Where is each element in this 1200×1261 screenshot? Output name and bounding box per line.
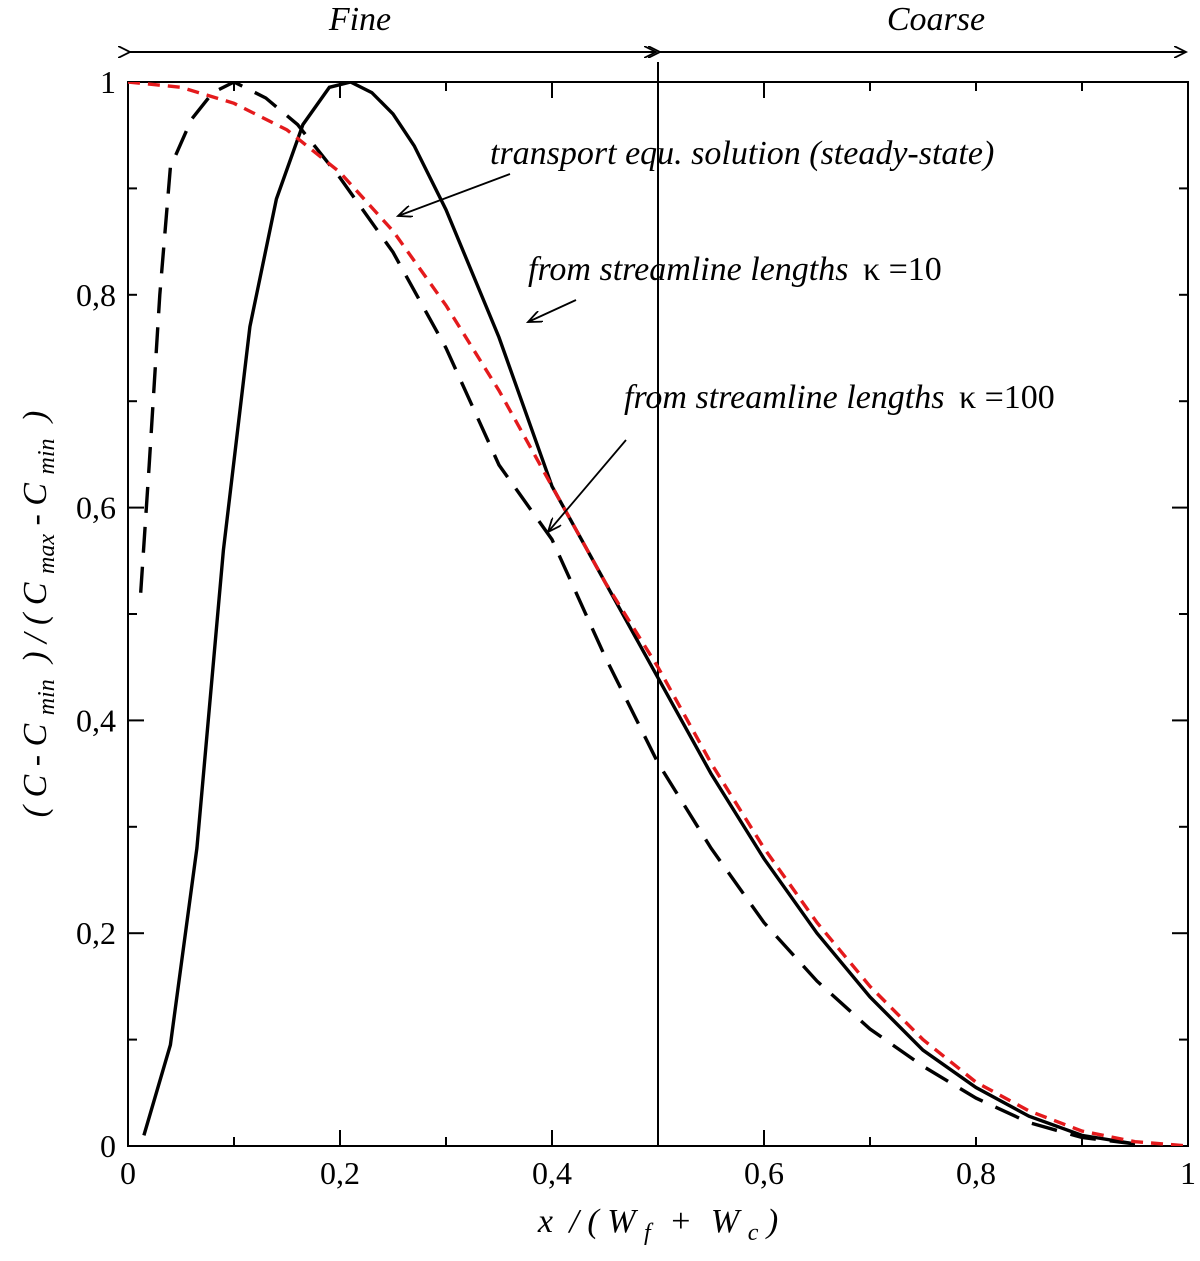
x-tick-label: 1 — [1180, 1155, 1196, 1191]
y-axis-label: ( C - C min ) / ( C max - C min ) — [17, 411, 62, 818]
x-tick-label: 0,6 — [744, 1155, 784, 1191]
series-kappa-10-line — [142, 82, 1136, 1146]
annotation-kappa-10: from streamline lengths κ =10 — [528, 251, 942, 288]
annotation-transport-solution: transport equ. solution (steady-state) — [490, 135, 994, 172]
y-tick-label: 0,2 — [76, 915, 116, 951]
y-tick-labels: 0 0,2 0,4 0,6 0,8 1 — [76, 64, 116, 1164]
annotation-kappa-100-arrow — [548, 439, 627, 532]
coarse-region-label: Coarse — [887, 1, 985, 38]
y-tick-label: 1 — [100, 64, 116, 100]
series-group — [128, 82, 1188, 1146]
x-axis-label: x / ( W f + W c ) — [537, 1203, 778, 1248]
annotation-kappa-100: from streamline lengths κ =100 — [624, 379, 1055, 416]
x-tick-label: 0,8 — [956, 1155, 996, 1191]
annotation-kappa-10-arrow — [528, 299, 577, 322]
y-tick-label: 0,4 — [76, 702, 116, 738]
y-tick-label: 0,8 — [76, 277, 116, 313]
series-transport-solution-line — [128, 82, 1188, 1146]
x-tick-label: 0,2 — [320, 1155, 360, 1191]
y-tick-label: 0 — [100, 1128, 116, 1164]
y-tick-label: 0,6 — [76, 490, 116, 526]
x-tick-label: 0 — [120, 1155, 136, 1191]
x-tick-label: 0,4 — [532, 1155, 572, 1191]
x-tick-labels: 0 0,2 0,4 0,6 0,8 1 — [120, 1155, 1196, 1191]
fine-region-label: Fine — [328, 1, 391, 38]
region-arrows: Fine Coarse — [130, 1, 1186, 52]
series-kappa-100-line — [139, 82, 1136, 1146]
annotation-transport-arrow — [398, 173, 511, 216]
